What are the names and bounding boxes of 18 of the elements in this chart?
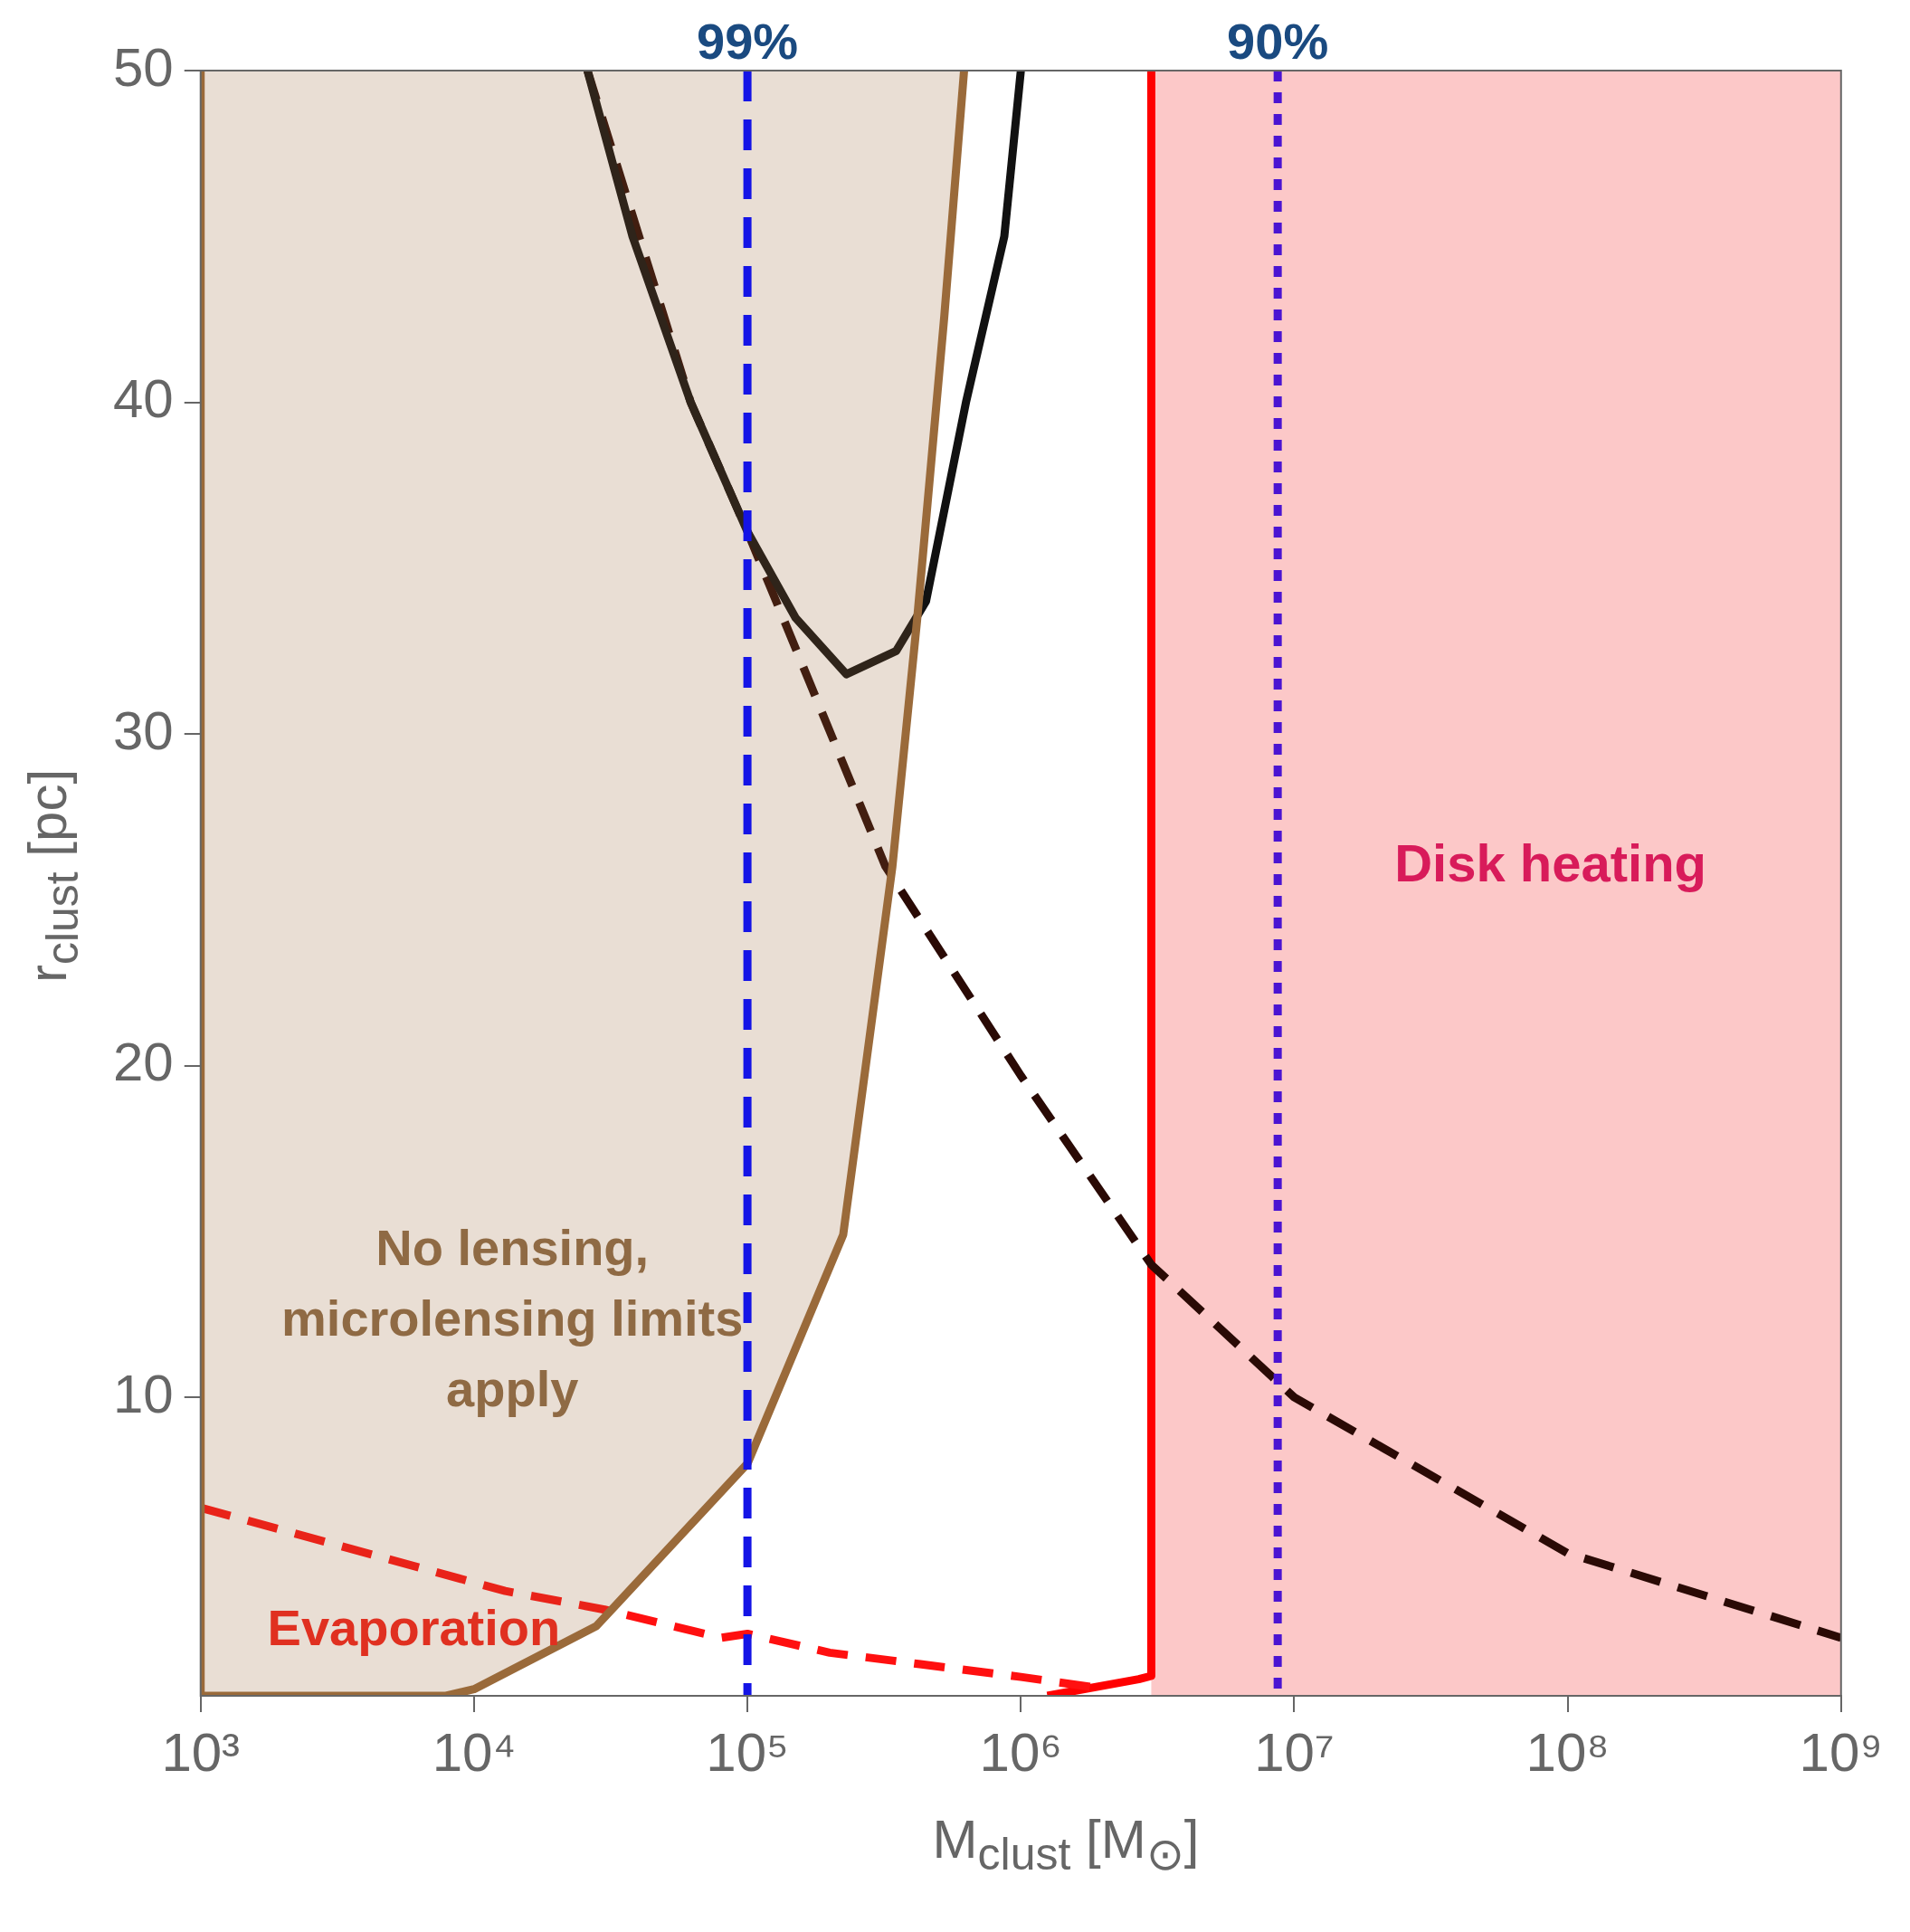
- x-axis-title: M$_{clust}$ [M$_{⊙}$]: [932, 1808, 1200, 1880]
- x-tick-label: 10³: [161, 1721, 241, 1783]
- x-tick-label: 10⁶: [979, 1721, 1062, 1783]
- x-tick-label: 10⁴: [432, 1721, 517, 1783]
- x-tick-label: 10⁵: [706, 1721, 789, 1783]
- annotation: Evaporation: [267, 1598, 561, 1656]
- y-tick-label: 30: [112, 700, 174, 761]
- y-tick-label: 40: [112, 368, 174, 430]
- y-tick-label: 10: [112, 1363, 174, 1424]
- y-tick-label: 20: [112, 1032, 174, 1093]
- annotation: 99%: [697, 13, 799, 71]
- x-tick-label: 10⁷: [1254, 1721, 1335, 1783]
- x-tick-label: 10⁸: [1525, 1721, 1610, 1783]
- y-tick-label: 50: [112, 36, 174, 98]
- annotation: 90%: [1227, 13, 1329, 71]
- x-tick-label: 10⁹: [1799, 1721, 1883, 1783]
- annotation: No lensing, microlensing limits apply: [281, 1219, 744, 1418]
- band-label: Disk heating: [1394, 833, 1707, 893]
